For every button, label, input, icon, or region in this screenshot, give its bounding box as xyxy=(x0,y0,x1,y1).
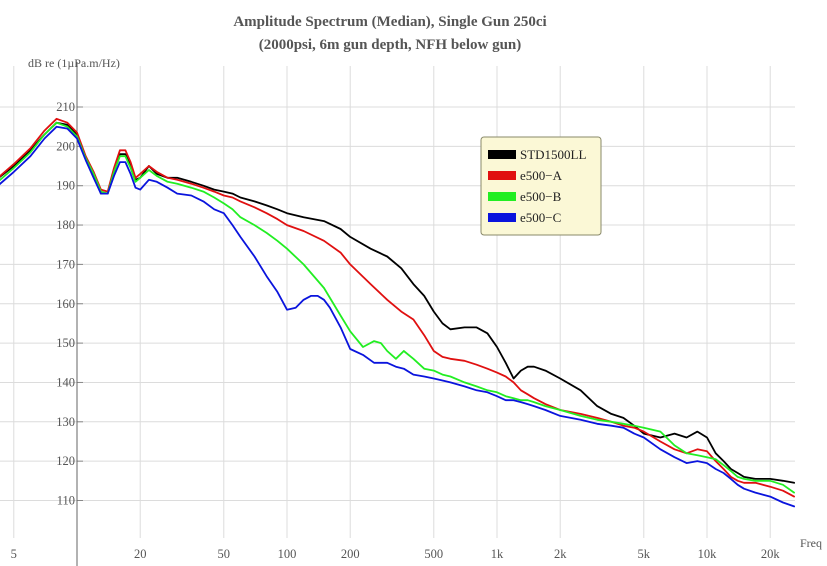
y-axis-label: dB re (1µPa.m/Hz) xyxy=(28,56,120,70)
legend-swatch-2 xyxy=(488,171,516,180)
x-tick-label-5k: 5k xyxy=(638,547,651,561)
series-layer xyxy=(0,117,795,508)
y-tick-label-170: 170 xyxy=(56,257,75,271)
x-tick-label-20: 20 xyxy=(134,547,147,561)
legend: STD1500LL e500−A e500−B e500−C xyxy=(480,136,602,236)
y-tick-label-180: 180 xyxy=(56,218,75,232)
legend-label-4: e500−C xyxy=(520,210,561,225)
legend-label-3: e500−B xyxy=(520,189,562,204)
x-tick-label-5: 5 xyxy=(11,547,17,561)
x-tick-label-100: 100 xyxy=(278,547,297,561)
legend-box xyxy=(480,136,602,236)
y-tick-label-140: 140 xyxy=(56,375,75,389)
y-tick-label-110: 110 xyxy=(57,494,75,508)
chart-title: Amplitude Spectrum (Median), Single Gun … xyxy=(233,14,546,30)
legend-swatch-3 xyxy=(488,192,516,201)
chart-subtitle: (2000psi, 6m gun depth, NFH below gun) xyxy=(259,37,522,53)
x-tick-label-10k: 10k xyxy=(698,547,718,561)
legend-swatch-4 xyxy=(488,213,516,222)
series-line-3 xyxy=(0,121,795,494)
y-tick-label-210: 210 xyxy=(56,100,75,114)
x-tick-label-1k: 1k xyxy=(491,547,504,561)
x-tick-label-2k: 2k xyxy=(554,547,567,561)
legend-label-2: e500−A xyxy=(520,168,563,183)
series-line-4 xyxy=(0,125,795,508)
tick-labels: 110 120 130 140 150 160 170 180 190 200 210 5 20 50 10… xyxy=(11,100,781,561)
x-axis-label: Freq xyxy=(800,536,822,550)
x-tick-label-50: 50 xyxy=(218,547,231,561)
y-tick-label-130: 130 xyxy=(56,415,75,429)
grid-lines xyxy=(0,66,795,538)
legend-swatch-1 xyxy=(488,150,516,159)
y-tick-label-160: 160 xyxy=(56,297,75,311)
series-line-2 xyxy=(0,117,795,498)
y-tick-label-200: 200 xyxy=(56,139,75,153)
y-tick-label-190: 190 xyxy=(56,179,75,193)
series-line-1 xyxy=(0,121,795,484)
x-tick-label-500: 500 xyxy=(424,547,443,561)
legend-label-1: STD1500LL xyxy=(520,147,587,162)
y-tick-label-120: 120 xyxy=(56,454,75,468)
x-tick-label-200: 200 xyxy=(341,547,360,561)
y-tick-label-150: 150 xyxy=(56,336,75,350)
x-tick-label-20k: 20k xyxy=(761,547,781,561)
